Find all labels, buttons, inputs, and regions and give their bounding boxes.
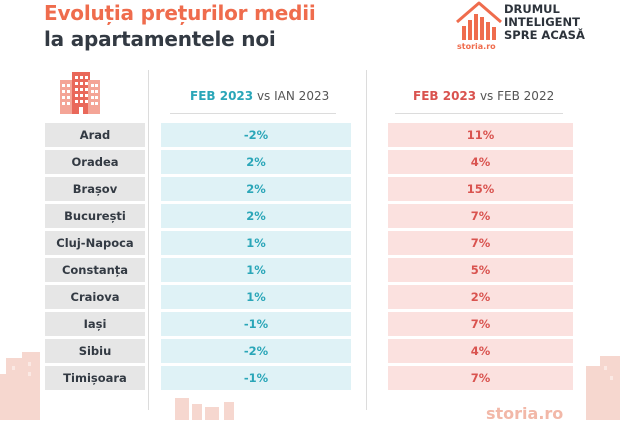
city-cell: București <box>45 204 145 228</box>
yearly-change-cell: 4% <box>388 339 573 363</box>
page-title-line2: la apartamentele noi <box>44 27 276 51</box>
column-header-vs: vs <box>479 89 494 103</box>
yearly-change-cell: 7% <box>388 231 573 255</box>
column-header-bold: FEB 2023 <box>190 89 254 103</box>
city-cell: Constanța <box>45 258 145 282</box>
yearly-change-cell: 2% <box>388 285 573 309</box>
table-row: Oradea 2% 4% <box>0 150 620 174</box>
header-underline <box>170 113 336 114</box>
city-cell: Timișoara <box>45 366 145 390</box>
monthly-change-cell: -2% <box>161 123 351 147</box>
page-title-line1: Evoluția prețurilor medii <box>44 1 316 25</box>
header-underline <box>395 113 563 114</box>
yearly-change-cell: 5% <box>388 258 573 282</box>
yearly-change-cell: 7% <box>388 204 573 228</box>
city-cell: Cluj-Napoca <box>45 231 145 255</box>
city-skyline-decoration <box>0 352 620 420</box>
yearly-change-cell: 7% <box>388 312 573 336</box>
footer-brand-text: storia.ro <box>486 404 564 423</box>
city-cell: Craiova <box>45 285 145 309</box>
yearly-change-cell: 11% <box>388 123 573 147</box>
column-header-monthly: FEB 2023 vs IAN 2023 <box>190 89 329 103</box>
column-header-vs: vs <box>256 89 271 103</box>
table-row: București 2% 7% <box>0 204 620 228</box>
slogan-line: SPRE ACASĂ <box>504 28 585 42</box>
monthly-change-cell: 2% <box>161 204 351 228</box>
table-row: Craiova 1% 2% <box>0 285 620 309</box>
column-header-rest: FEB 2022 <box>497 89 555 103</box>
monthly-change-cell: -1% <box>161 366 351 390</box>
monthly-change-cell: -2% <box>161 339 351 363</box>
table-row: Arad -2% 11% <box>0 123 620 147</box>
city-cell: Arad <box>45 123 145 147</box>
table-row: Brașov 2% 15% <box>0 177 620 201</box>
house-chart-logo-icon <box>456 1 502 40</box>
table-row: Sibiu -2% 4% <box>0 339 620 363</box>
city-cell: Iași <box>45 312 145 336</box>
monthly-change-cell: 2% <box>161 177 351 201</box>
yearly-change-cell: 15% <box>388 177 573 201</box>
column-header-bold: FEB 2023 <box>413 89 477 103</box>
column-divider <box>148 70 149 410</box>
column-divider <box>366 70 367 410</box>
slogan-line: DRUMUL <box>504 2 560 16</box>
yearly-change-cell: 7% <box>388 366 573 390</box>
table-row: Timișoara -1% 7% <box>0 366 620 390</box>
monthly-change-cell: 2% <box>161 150 351 174</box>
logo-brand-text: storia.ro <box>457 42 496 51</box>
monthly-change-cell: -1% <box>161 312 351 336</box>
column-header-yearly: FEB 2023 vs FEB 2022 <box>413 89 554 103</box>
slogan-line: INTELIGENT <box>504 15 580 29</box>
city-cell: Sibiu <box>45 339 145 363</box>
column-header-rest: IAN 2023 <box>274 89 330 103</box>
monthly-change-cell: 1% <box>161 285 351 309</box>
monthly-change-cell: 1% <box>161 258 351 282</box>
slogan: DRUMUL INTELIGENT SPRE ACASĂ <box>504 3 614 42</box>
yearly-change-cell: 4% <box>388 150 573 174</box>
city-cell: Brașov <box>45 177 145 201</box>
table-row: Constanța 1% 5% <box>0 258 620 282</box>
building-icon <box>60 72 100 114</box>
monthly-change-cell: 1% <box>161 231 351 255</box>
table-row: Iași -1% 7% <box>0 312 620 336</box>
city-cell: Oradea <box>45 150 145 174</box>
table-row: Cluj-Napoca 1% 7% <box>0 231 620 255</box>
